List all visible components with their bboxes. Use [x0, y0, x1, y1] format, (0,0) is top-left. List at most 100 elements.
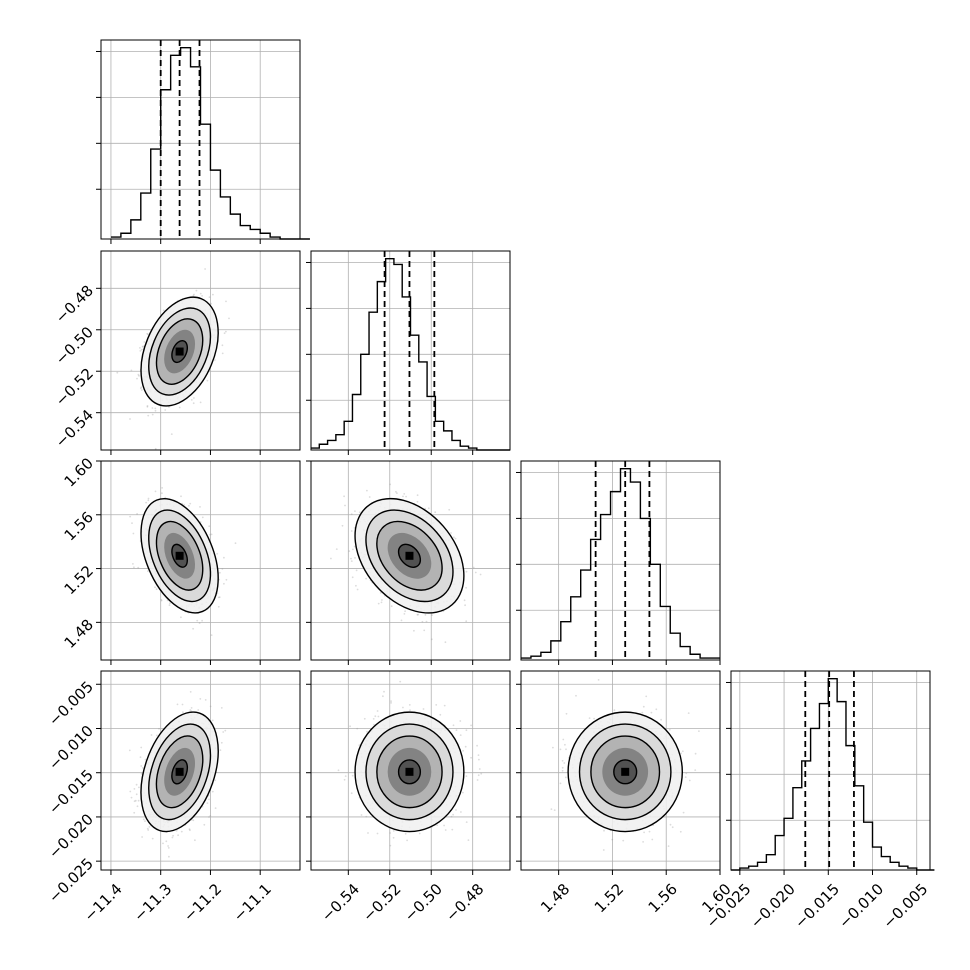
sample-point: [155, 588, 158, 591]
sample-point: [137, 799, 140, 802]
sample-point: [444, 641, 447, 644]
sample-point: [138, 375, 140, 377]
sample-point: [209, 815, 212, 817]
p3-histogram-step: [731, 677, 935, 871]
sample-point: [147, 829, 150, 831]
sample-point: [379, 592, 382, 594]
sample-point: [190, 707, 193, 709]
sample-point: [421, 620, 424, 623]
sample-point: [151, 837, 154, 840]
sample-point: [430, 638, 433, 641]
p0_p3-plot-area: [101, 671, 300, 870]
sample-point: [355, 584, 357, 587]
sample-point: [180, 495, 182, 498]
sample-point: [335, 548, 338, 550]
sample-point: [160, 598, 163, 601]
sample-point: [133, 811, 136, 814]
sample-point: [350, 557, 352, 560]
sample-point: [431, 614, 433, 616]
p0_p2-scatter-panel: [96, 460, 300, 665]
sample-point: [188, 504, 190, 507]
sample-point: [465, 620, 468, 623]
p1_p2-scatter-panel: [306, 460, 510, 665]
sample-point: [358, 511, 361, 514]
sample-point: [140, 389, 143, 391]
sample-point: [172, 834, 175, 837]
sample-point: [208, 816, 210, 818]
sample-point: [131, 522, 133, 524]
sample-point: [136, 377, 138, 380]
sample-point: [133, 566, 135, 569]
p1-histogram-step: [311, 257, 510, 451]
sample-point: [199, 506, 201, 508]
sample-point: [201, 619, 204, 622]
sample-point: [225, 578, 228, 581]
p2-histogram-panel: [516, 461, 721, 665]
sample-point: [210, 533, 213, 536]
sample-point: [465, 570, 468, 573]
p1-histogram-panel: [306, 251, 510, 455]
sample-point: [143, 341, 146, 343]
p0_p1-contour-line: [171, 339, 189, 364]
sample-point: [147, 499, 150, 502]
sample-point: [140, 348, 143, 351]
sample-point: [389, 483, 391, 486]
sample-point: [434, 511, 437, 514]
sample-point: [140, 386, 143, 389]
sample-point: [132, 532, 135, 535]
sample-point: [454, 537, 457, 540]
sample-point: [212, 293, 214, 296]
sample-point: [206, 379, 209, 382]
sample-point: [151, 413, 154, 416]
sample-point: [464, 604, 466, 607]
sample-point: [129, 515, 132, 518]
sample-point: [219, 571, 221, 574]
p0_p1-contour-line: [148, 307, 212, 396]
sample-point: [217, 596, 220, 599]
sample-point: [132, 563, 134, 565]
sample-point: [221, 568, 224, 570]
sample-point: [146, 405, 149, 408]
sample-point: [228, 317, 230, 320]
sample-point: [352, 548, 354, 551]
sample-point: [365, 577, 367, 580]
p0_p2-contour-line: [148, 509, 212, 603]
p0_p2-density-peak: [175, 551, 184, 560]
sample-point: [206, 802, 209, 804]
sample-point: [154, 447, 157, 450]
sample-point: [218, 596, 221, 599]
p0-histogram-panel: [96, 40, 310, 244]
sample-point: [133, 788, 136, 790]
sample-point: [147, 333, 149, 336]
sample-point: [210, 302, 213, 305]
sample-point: [136, 513, 139, 515]
sample-point: [140, 746, 143, 749]
sample-point: [141, 345, 144, 348]
p0_p2-contour-line: [140, 497, 219, 614]
sample-point: [223, 332, 226, 335]
p1_p2-contour-line: [354, 497, 465, 614]
sample-point: [138, 786, 140, 789]
sample-point: [204, 699, 207, 701]
sample-point: [190, 399, 193, 401]
sample-point: [169, 602, 171, 605]
sample-point: [427, 507, 430, 510]
sample-point: [413, 629, 415, 632]
sample-point: [189, 691, 192, 693]
sample-point: [148, 826, 151, 828]
sample-point: [164, 409, 167, 411]
sample-point: [129, 418, 131, 420]
sample-point: [180, 616, 182, 619]
sample-point: [137, 566, 140, 569]
sample-point: [355, 569, 358, 572]
p0_p2-frame: [100, 460, 301, 661]
sample-point: [211, 719, 214, 722]
sample-point: [450, 532, 452, 534]
sample-point: [198, 622, 201, 624]
sample-point: [343, 495, 345, 498]
sample-point: [403, 493, 406, 495]
sample-point: [166, 599, 169, 602]
sample-point: [165, 840, 168, 843]
sample-point: [356, 588, 359, 591]
